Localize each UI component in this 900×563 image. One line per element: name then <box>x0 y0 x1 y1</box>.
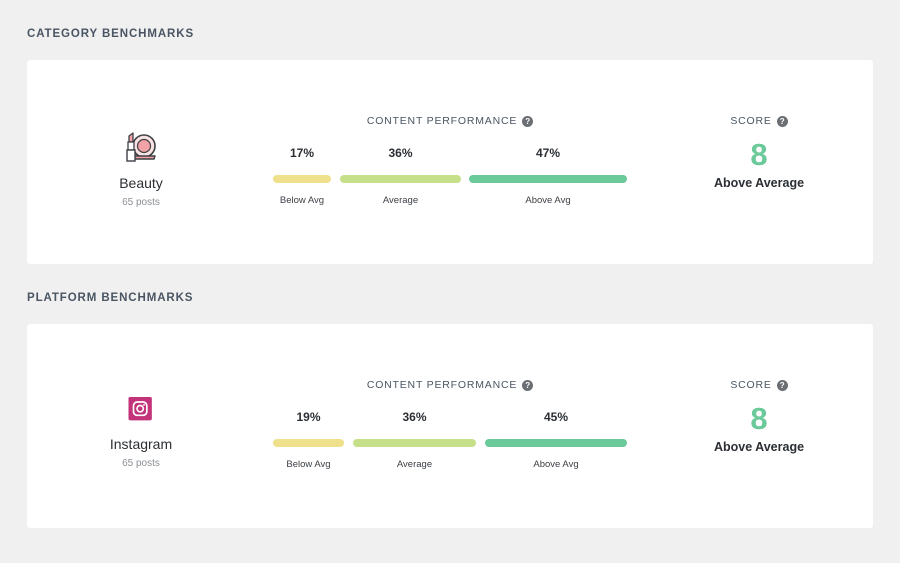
performance-title-label: CONTENT PERFORMANCE <box>366 379 518 391</box>
score-title-label: SCORE <box>730 379 772 391</box>
help-icon[interactable]: ? <box>776 380 788 391</box>
segment-bar <box>273 175 331 183</box>
platform-section-title: PLATFORM BENCHMARKS <box>27 292 194 304</box>
segment-bar <box>340 175 461 183</box>
segment-label: Above Avg <box>525 195 571 206</box>
help-icon[interactable]: ? <box>522 380 534 391</box>
segment-bar <box>353 439 476 447</box>
category-section-title: CATEGORY BENCHMARKS <box>27 28 195 40</box>
segment-label: Average <box>396 459 433 470</box>
platform-segment-above-avg: 45% Above Avg <box>485 410 627 470</box>
category-name: Beauty <box>119 175 163 191</box>
score-value: 8 <box>750 401 768 436</box>
segment-label: Above Avg <box>533 459 579 470</box>
segment-percent: 36% <box>402 410 427 424</box>
score-title: SCORE? <box>689 379 829 391</box>
score-rating: Above Average <box>713 440 805 454</box>
segment-percent: 17% <box>289 146 315 160</box>
segment-bar <box>485 439 627 447</box>
segment-percent: 36% <box>388 146 413 160</box>
platform-segment-below-avg: 19% Below Avg <box>273 410 344 470</box>
segment-bar <box>273 439 344 447</box>
performance-title-label: CONTENT PERFORMANCE <box>366 115 518 127</box>
segment-label: Below Avg <box>286 459 331 470</box>
score-title-label: SCORE <box>730 115 772 127</box>
segment-percent: 19% <box>296 410 321 424</box>
category-benchmark-card: Beauty 65 posts CONTENT PERFORMANCE? 17%… <box>27 60 873 264</box>
platform-segment-average: 36% Average <box>353 410 476 470</box>
makeup-compact-lipstick-icon <box>126 132 156 162</box>
category-score: SCORE? 8 Above Average <box>689 60 829 190</box>
segment-bar <box>469 175 627 183</box>
score-rating: Above Average <box>713 176 805 190</box>
help-icon[interactable]: ? <box>522 116 534 127</box>
platform-name: Instagram <box>109 436 173 452</box>
help-icon[interactable]: ? <box>776 116 788 127</box>
score-value: 8 <box>750 137 768 172</box>
segment-label: Average <box>382 195 419 206</box>
segment-percent: 47% <box>535 146 561 160</box>
platform-benchmark-card: Instagram 65 posts CONTENT PERFORMANCE? … <box>27 324 873 528</box>
platform-entity: Instagram 65 posts <box>91 397 191 469</box>
platform-score: SCORE? 8 Above Average <box>689 324 829 454</box>
category-segment-below-avg: 17% Below Avg <box>273 146 331 206</box>
segment-percent: 45% <box>543 410 569 424</box>
score-title: SCORE? <box>689 115 829 127</box>
category-entity: Beauty 65 posts <box>91 130 191 208</box>
instagram-icon <box>128 397 152 421</box>
category-performance-title: CONTENT PERFORMANCE? <box>273 115 627 127</box>
category-post-count: 65 posts <box>122 197 160 208</box>
platform-post-count: 65 posts <box>122 458 160 469</box>
segment-label: Below Avg <box>279 195 325 206</box>
platform-performance-title: CONTENT PERFORMANCE? <box>273 379 627 391</box>
category-segment-average: 36% Average <box>340 146 461 206</box>
category-segment-above-avg: 47% Above Avg <box>469 146 627 206</box>
